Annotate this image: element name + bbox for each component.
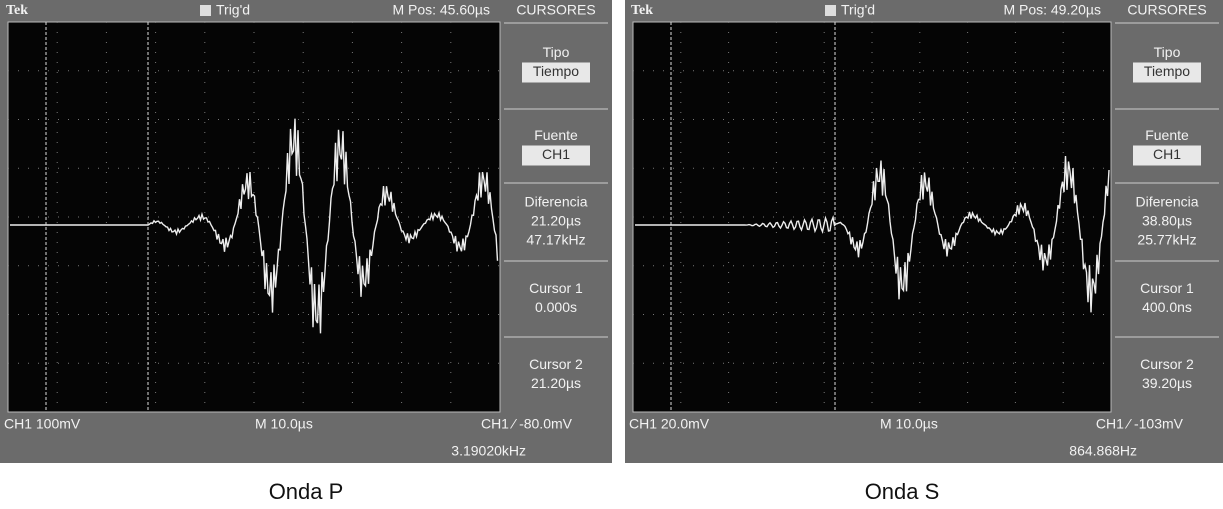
waveform — [10, 118, 499, 334]
trigger-icon — [200, 5, 211, 16]
menu-label: Cursor 2 — [1140, 356, 1194, 372]
menu-value: 25.77kHz — [1137, 232, 1196, 248]
trigger-frequency: 864.868Hz — [1069, 443, 1137, 459]
menu-value: 47.17kHz — [526, 232, 585, 248]
oscilloscope-panel: Tek Trig'd M Pos: 45.60µs CURSORES Tipo Tiemp… — [0, 0, 612, 463]
menu-value: CH1 — [542, 146, 570, 162]
timebase: M 10.0µs — [880, 416, 938, 432]
trigger-frequency: 3.19020kHz — [451, 443, 526, 459]
menu-value: CH1 — [1153, 146, 1181, 162]
menu-position: M Pos: 45.60µs — [392, 2, 490, 18]
menu-label: Tipo — [1154, 44, 1181, 60]
menu-value: Tiempo — [1144, 63, 1190, 79]
menu-label: Cursor 1 — [529, 280, 583, 296]
menu-value: 21.20µs — [531, 375, 581, 391]
menu-value: Tiempo — [533, 63, 579, 79]
menu-label: Diferencia — [524, 194, 587, 210]
oscilloscope-panel: Tek Trig'd M Pos: 49.20µs CURSORES Tipo Tiemp… — [625, 0, 1223, 463]
caption: Onda P — [269, 479, 344, 504]
trigger-level: CH1 ⁄ -80.0mV — [481, 416, 573, 432]
menu-label: Tipo — [543, 44, 570, 60]
menu-label: Fuente — [1145, 127, 1189, 143]
timebase: M 10.0µs — [255, 416, 313, 432]
trigger-status: Trig'd — [841, 2, 875, 18]
brand: Tek — [6, 3, 28, 18]
menu-value: 39.20µs — [1142, 375, 1192, 391]
menu-position: M Pos: 49.20µs — [1003, 2, 1101, 18]
menu-value-box — [522, 145, 590, 166]
menu-value-box — [1133, 145, 1201, 166]
menu-title: CURSORES — [516, 2, 595, 18]
waveform — [635, 155, 1110, 313]
menu-value: 38.80µs — [1142, 213, 1192, 229]
menu-label: Fuente — [534, 127, 578, 143]
menu-label: Diferencia — [1135, 194, 1198, 210]
menu-label: Cursor 2 — [529, 356, 583, 372]
menu-value: 21.20µs — [531, 213, 581, 229]
channel-scale: CH1 20.0mV — [629, 416, 710, 432]
screen — [7, 21, 501, 413]
menu-value: 400.0ns — [1142, 299, 1192, 315]
trigger-level: CH1 ⁄ -103mV — [1096, 416, 1184, 432]
menu-title: CURSORES — [1127, 2, 1206, 18]
menu-value-box — [522, 62, 590, 83]
menu-value-box — [1133, 62, 1201, 83]
menu-value: 0.000s — [535, 299, 577, 315]
brand: Tek — [631, 3, 653, 18]
trigger-icon — [825, 5, 836, 16]
caption: Onda S — [865, 479, 940, 504]
channel-scale: CH1 100mV — [4, 416, 81, 432]
trigger-status: Trig'd — [216, 2, 250, 18]
menu-label: Cursor 1 — [1140, 280, 1194, 296]
screen — [632, 21, 1112, 413]
